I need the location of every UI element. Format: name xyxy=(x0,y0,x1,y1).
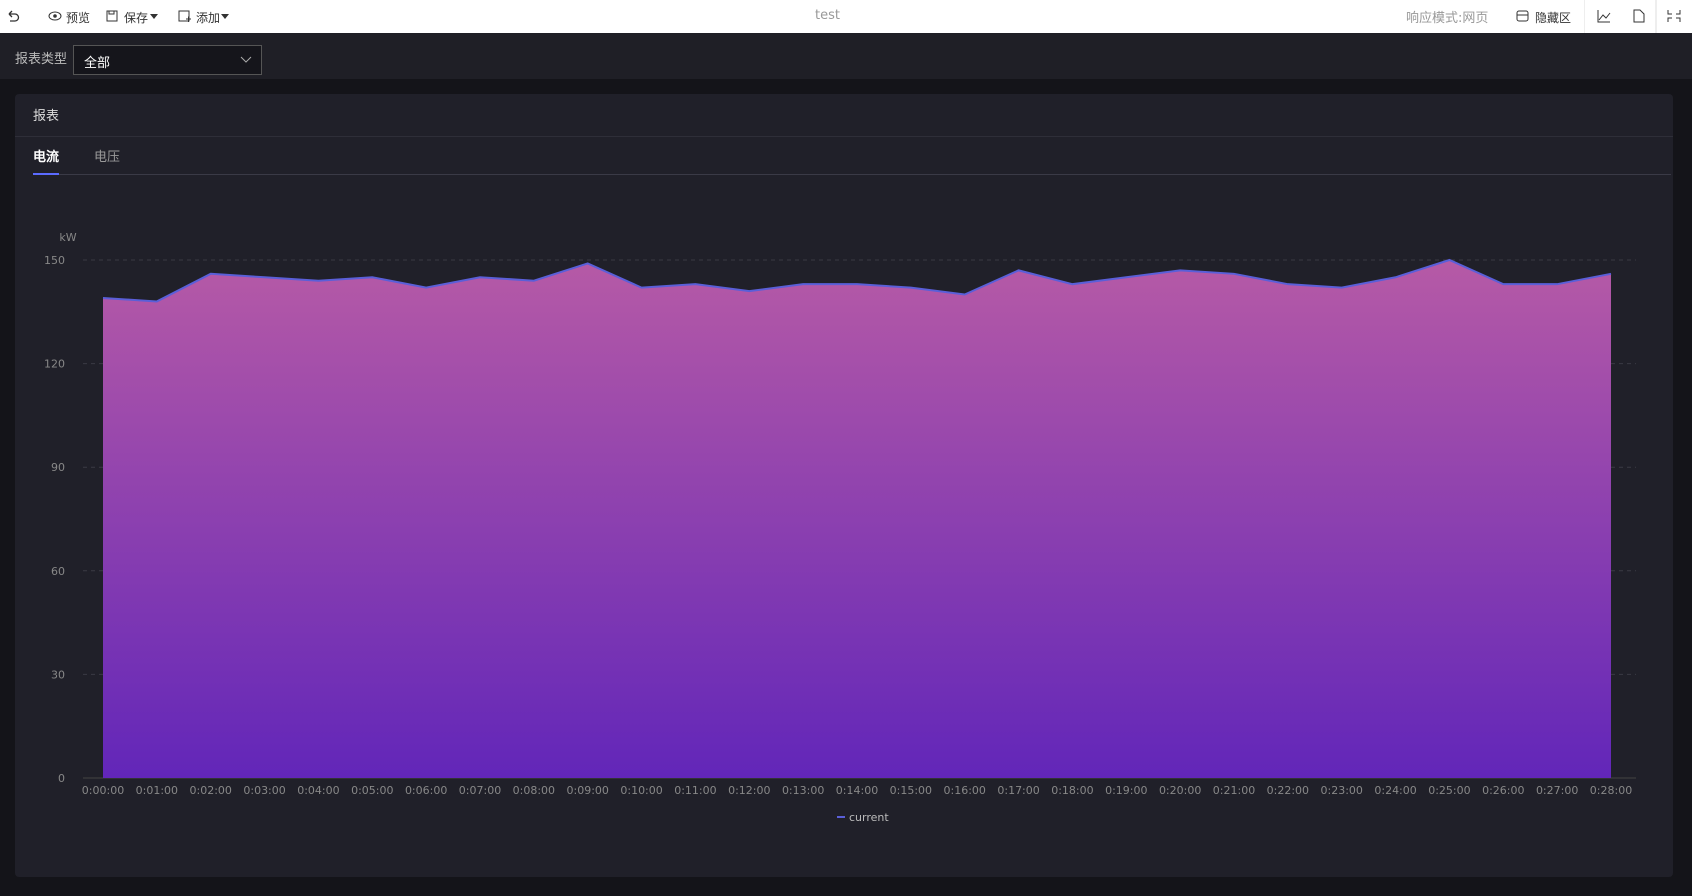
x-tick-label: 0:27:00 xyxy=(1536,784,1578,797)
mode-label[interactable]: 响应模式:网页 xyxy=(1406,11,1489,26)
add-button[interactable]: 添加 xyxy=(196,11,221,25)
preview-button[interactable]: 预览 xyxy=(66,11,91,25)
chart: kW 0 30 60 90 120 150 0:00:00 0:01:00 0:02:00 0:0… xyxy=(44,231,1636,824)
hide-icon xyxy=(1516,10,1529,22)
x-tick-label: 0:12:00 xyxy=(728,784,770,797)
filter-bar: 报表类型 全部 xyxy=(0,33,1692,79)
x-tick-label: 0:23:00 xyxy=(1321,784,1363,797)
tab-indicator xyxy=(33,173,59,175)
x-tick-label: 0:17:00 xyxy=(997,784,1039,797)
x-tick-label: 0:26:00 xyxy=(1482,784,1524,797)
caret xyxy=(150,14,158,19)
legend-label: current xyxy=(849,811,889,824)
x-tick-label: 0:03:00 xyxy=(243,784,285,797)
y-tick-label: 0 xyxy=(58,772,65,785)
toolbar: 预览 保存 添加 test 响应模式:网页 隐藏区 xyxy=(0,0,1692,33)
x-tick-label: 0:02:00 xyxy=(190,784,232,797)
x-tick-label: 0:14:00 xyxy=(836,784,878,797)
save-button[interactable]: 保存 xyxy=(124,11,149,25)
x-tick-label: 0:19:00 xyxy=(1105,784,1147,797)
x-tick-label: 0:21:00 xyxy=(1213,784,1255,797)
x-tick-label: 0:20:00 xyxy=(1159,784,1201,797)
caret xyxy=(221,14,229,19)
x-tick-label: 0:28:00 xyxy=(1590,784,1632,797)
x-tick-label: 0:25:00 xyxy=(1428,784,1470,797)
hide-button[interactable]: 隐藏区 xyxy=(1535,11,1572,25)
y-tick-label: 120 xyxy=(44,358,65,371)
tab-line xyxy=(33,174,1671,175)
x-tick-label: 0:07:00 xyxy=(459,784,501,797)
area xyxy=(103,260,1611,778)
toolbar-icons[interactable] xyxy=(1584,0,1692,33)
x-tick-label: 0:24:00 xyxy=(1374,784,1416,797)
filter-label: 报表类型 xyxy=(15,52,68,67)
eye-icon xyxy=(48,11,62,21)
x-tick-label: 0:09:00 xyxy=(567,784,609,797)
x-tick-label: 0:08:00 xyxy=(513,784,555,797)
x-tick-label: 0:11:00 xyxy=(674,784,716,797)
add-icon xyxy=(178,10,191,22)
y-tick-label: 60 xyxy=(51,565,65,578)
y-tick-label: 90 xyxy=(51,461,65,474)
x-tick-label: 0:15:00 xyxy=(890,784,932,797)
x-tick-label: 0:10:00 xyxy=(620,784,662,797)
chevron xyxy=(240,56,252,63)
x-tick-label: 0:00:00 xyxy=(82,784,124,797)
x-tick-label: 0:16:00 xyxy=(944,784,986,797)
x-tick-label: 0:01:00 xyxy=(136,784,178,797)
y-axis-label: kW xyxy=(59,231,76,244)
x-tick-label: 0:05:00 xyxy=(351,784,393,797)
x-tick-label: 0:13:00 xyxy=(782,784,824,797)
filter-select[interactable]: 全部 xyxy=(73,45,262,75)
tab[interactable]: 电压 xyxy=(94,150,121,165)
line xyxy=(102,258,1612,303)
save-icon xyxy=(106,10,118,22)
y-tick-label: 30 xyxy=(51,668,65,681)
y-tick-label: 150 xyxy=(44,254,65,267)
x-tick-label: 0:18:00 xyxy=(1051,784,1093,797)
divider xyxy=(15,136,1673,137)
tab[interactable]: 电流 xyxy=(33,150,60,165)
x-tick-label: 0:22:00 xyxy=(1267,784,1309,797)
x-tick-label: 0:04:00 xyxy=(297,784,339,797)
x-tick-label: 0:06:00 xyxy=(405,784,447,797)
undo-icon[interactable] xyxy=(6,9,20,23)
filter-value: 全部 xyxy=(84,56,111,71)
panel-title: 报表 xyxy=(33,109,60,124)
page-title: test xyxy=(815,8,840,23)
